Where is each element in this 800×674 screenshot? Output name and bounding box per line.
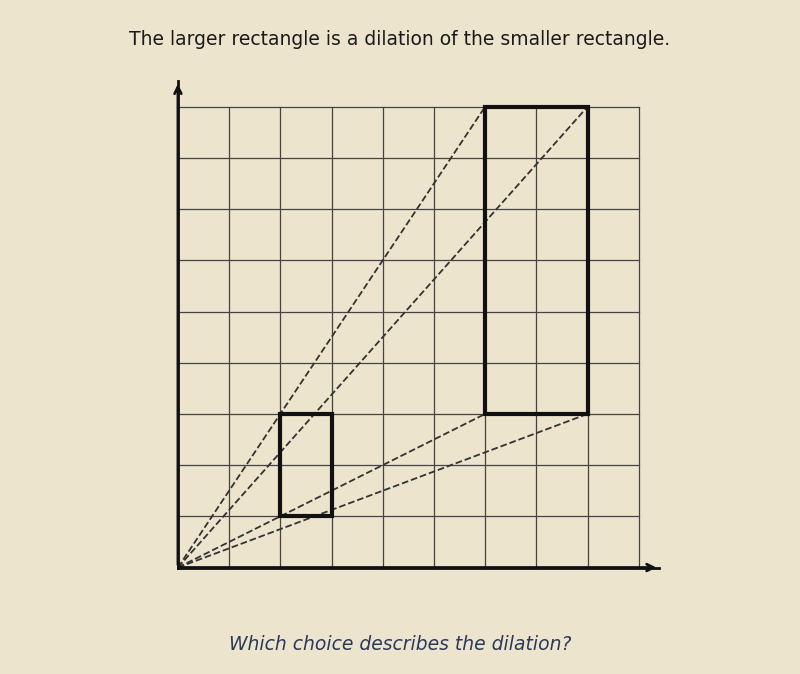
Text: The larger rectangle is a dilation of the smaller rectangle.: The larger rectangle is a dilation of th… <box>130 30 670 49</box>
Bar <box>485 106 587 414</box>
Text: Which choice describes the dilation?: Which choice describes the dilation? <box>229 635 571 654</box>
Bar <box>280 414 331 516</box>
